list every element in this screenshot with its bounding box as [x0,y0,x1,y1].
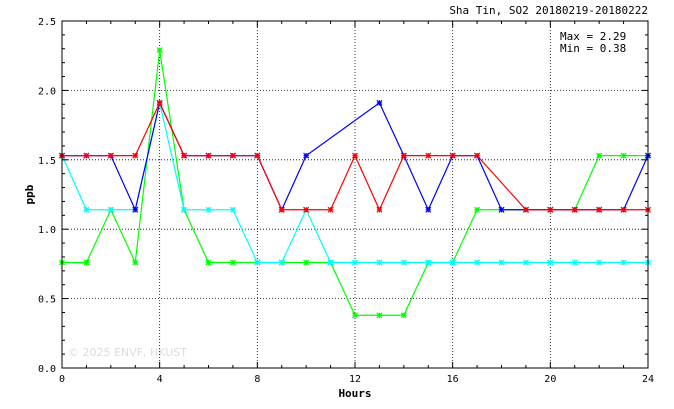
series-4-point [449,152,456,159]
series-1-point [474,206,481,213]
max-label: Max = 2.29 [560,30,626,43]
series-1-point [205,259,212,266]
series-4-point [376,206,383,213]
axis-ticks: 0 4 8 12 16 20 24 0.0 0.5 1.0 1.5 2.0 2.5 [38,17,654,385]
chart-watermark: © 2025 ENVF, HKUST [68,346,187,359]
series-2-point [278,259,285,266]
series-4-point [229,152,236,159]
series-2-point [327,259,334,266]
series-4-point [205,152,212,159]
series-4-point [400,152,407,159]
series-layer [58,47,652,319]
series-1-point [376,312,383,319]
series-3-point [303,152,310,159]
series-4-point [83,152,90,159]
series-4-point [596,206,603,213]
series-2-point [571,259,578,266]
y-axis-label: ppb [23,184,36,204]
series-4-point [522,206,529,213]
y-tick-label: 1.0 [38,225,56,236]
series-2-point [620,259,627,266]
series-2-point [351,259,359,266]
series-4-point [132,152,139,159]
series-1-point [229,259,236,266]
series-2-point [522,259,529,266]
series-4-point [107,152,114,159]
series-1-point [83,259,90,266]
series-4-point [351,152,359,159]
series-2-point [107,206,114,213]
series-2-point [229,206,236,213]
y-tick-label: 2.5 [38,17,56,28]
x-tick-label: 4 [157,374,163,385]
series-2-point [83,206,90,213]
series-2-point [474,259,481,266]
y-tick-label: 2.0 [38,86,56,97]
series-4-point [620,206,627,213]
series-2-point [376,259,383,266]
x-tick-label: 0 [59,374,65,385]
series-4-point [278,206,285,213]
series-1-point [303,259,310,266]
series-4-point [571,206,578,213]
x-tick-label: 20 [544,374,556,385]
series-4-point [254,152,261,159]
series-2-point [400,259,407,266]
series-1-point [351,312,359,319]
series-2-point [596,259,603,266]
x-axis-label: Hours [338,387,371,400]
series-4-point [327,206,334,213]
series-4-point [303,206,310,213]
series-2-point [449,259,456,266]
series-2-point [181,206,188,213]
series-4-point [425,152,432,159]
x-tick-label: 12 [349,374,361,385]
series-3-point [498,206,505,213]
series-2-point [425,259,432,266]
y-tick-label: 1.5 [38,156,56,167]
series-4-point [547,206,554,213]
x-tick-label: 16 [447,374,459,385]
series-3-point [376,99,383,106]
series-2-point [205,206,212,213]
series-1-point [400,312,407,319]
series-2-point [547,259,554,266]
series-1-point [620,152,627,159]
y-tick-label: 0.0 [38,364,56,375]
series-3-point [425,206,432,213]
series-4-point [156,99,163,106]
x-tick-label: 24 [642,374,654,385]
series-line-4 [62,101,648,212]
grid-lines [62,21,648,368]
x-tick-label: 8 [254,374,260,385]
series-1-point [132,259,139,266]
min-label: Min = 0.38 [560,42,626,55]
series-2-point [254,259,261,266]
y-tick-label: 0.5 [38,295,56,306]
series-3-point [132,206,139,213]
series-2-point [498,259,505,266]
series-4-point [181,152,188,159]
series-4-point [474,152,481,159]
chart-title: Sha Tin, SO2 20180219-20180222 [449,4,648,17]
series-1-point [596,152,603,159]
series-1-point [156,47,163,54]
